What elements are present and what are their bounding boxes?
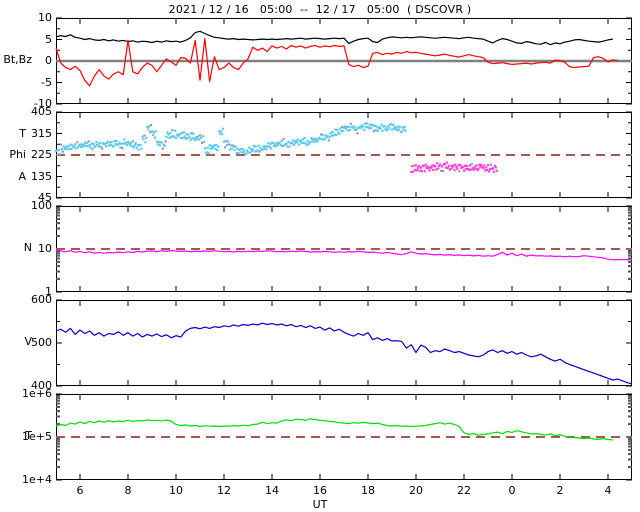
x-tick-label: 6 (76, 484, 84, 497)
y-tick-label: 600 (31, 293, 52, 306)
x-tick-label: 16 (313, 484, 327, 497)
row-label-phi: Phi (9, 148, 26, 161)
x-tick-label: 12 (217, 484, 231, 497)
x-tick-label: 0 (508, 484, 516, 497)
row-label-t: T (19, 126, 26, 140)
y-tick-label: 135 (31, 169, 52, 183)
x-axis-label: UT (312, 498, 328, 511)
panel-frame-phi-theta (56, 112, 632, 198)
x-tick-label: 10 (169, 484, 183, 497)
plot-title: 2021 / 12 / 16 05:00 -- 12 / 17 05:00 ( … (168, 3, 472, 16)
y-tick-label: 225 (31, 148, 52, 161)
x-tick-label: 8 (124, 484, 132, 497)
x-tick-label: 20 (409, 484, 423, 497)
y-tick-label: 10 (38, 11, 52, 24)
y-tick-label: 0 (45, 54, 52, 67)
y-tick-label: 315 (31, 126, 52, 140)
y-tick-label: 5 (45, 32, 52, 46)
y-tick-label: 500 (31, 336, 52, 349)
y-tick-label: 100 (31, 199, 52, 212)
panel-frame-temperature (56, 394, 632, 480)
y-axis-label-bt-bz: Bt,Bz (3, 53, 32, 66)
x-tick-label: 18 (361, 484, 375, 497)
y-tick-label: 10 (38, 242, 52, 255)
row-label-a: A (18, 169, 26, 183)
y-tick-label: 1e+6 (22, 387, 52, 400)
x-tick-label: 22 (457, 484, 471, 497)
y-tick-label: 400 (31, 379, 52, 392)
y-tick-label: 1 (45, 285, 52, 298)
panel-frame-bt-bz (56, 18, 632, 104)
y-tick-label: 1e+4 (22, 473, 52, 486)
y-tick-label: 45 (38, 191, 52, 204)
y-tick-label: 405 (31, 105, 52, 118)
y-tick-label: -5 (41, 75, 52, 89)
y-axis-label-density: N (23, 241, 32, 254)
x-tick-label: 14 (265, 484, 279, 497)
x-tick-label: 2 (556, 484, 564, 497)
y-axis-label-temperature: T (25, 429, 32, 442)
panel-frame-velocity (56, 300, 632, 386)
y-tick-label: 1e+5 (22, 430, 52, 443)
x-tick-label: 4 (604, 484, 612, 497)
y-tick-label: -10 (34, 97, 52, 110)
panel-frame-density (56, 206, 632, 292)
y-axis-label-velocity: V (24, 335, 32, 348)
